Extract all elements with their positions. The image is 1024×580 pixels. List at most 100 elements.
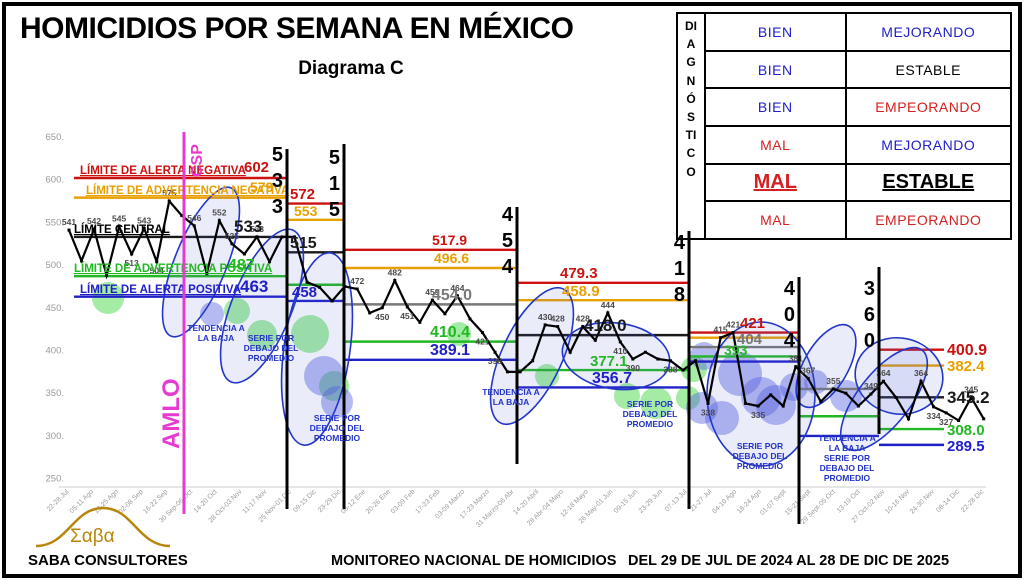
point-label: 415 [713,325,727,335]
boundary-mean-digit: 5 [272,144,283,166]
series-point [819,400,823,404]
x-tick-label: 23-29 Jun [638,488,664,514]
cluster-bubble-blue [741,377,781,417]
limit-value-label: 517.9 [432,232,467,248]
point-label: 364 [914,368,928,378]
page-title: HOMICIDIOS POR SEMANA EN MÉXICO [20,12,574,45]
point-label: 472 [350,276,364,286]
series-point [606,311,610,315]
series-point [67,228,71,232]
cluster-bubble-green [447,322,471,346]
cluster-bubble-green [92,282,124,314]
annotation-line: DEBAJO DEL [820,463,875,473]
limit-name-label: LÍMITE DE ADVERTENCIA POSITIVA [74,262,272,275]
series-point [280,235,284,239]
diagnostic-rows: BIEN MEJORANDO BIEN ESTABLE BIEN EMPEORA… [706,14,1010,239]
point-label: 543 [137,215,151,225]
point-label: 349 [864,381,878,391]
series-point [242,252,246,256]
annotation-line: PROMEDIO [314,433,361,443]
diagnostic-tendencia: MEJORANDO [881,136,976,153]
diagnostic-estado: BIEN [706,51,847,88]
annotation-label: SERIE POR DEBAJO DEL PROMEDIO [244,333,299,363]
annotation-line: SERIE POR [314,413,360,423]
annotation-line: PROMEDIO [824,473,871,483]
series-point [982,417,986,421]
series-point [806,377,810,381]
x-tick-label: 24-30 Nov [909,488,937,516]
y-tick-label: 300. [46,431,65,442]
boundary-mean-digit: 1 [674,258,685,280]
series-point [556,325,560,329]
limit-name-label: LÍMITE DE ADVERTENCIA NEGATIVA [86,184,289,197]
boundary-mean-digit: 4 [674,232,686,254]
limit-value-label: 572 [290,186,315,203]
series-point [969,395,973,399]
chart-canvas: 650. 600. 550. 500. 450. 400. 350. 300. 250. 22-2… [46,132,990,529]
x-tick-label: 08-14 Dic [935,488,961,514]
event-label-text: CSP [189,144,206,177]
diagnostic-tendencia: EMPEORANDO [875,99,982,116]
y-tick-label: 550. [46,217,65,228]
series-point [568,350,572,354]
annotation-line: DEBAJO DEL [623,409,678,419]
series-point [593,338,597,342]
highlight-ellipse [489,286,575,426]
x-tick-label: 22-28 Dic [960,488,986,514]
series-point [506,370,510,374]
series-point [80,259,84,263]
limit-value-label: 533 [234,217,262,236]
point-label: 444 [601,300,615,310]
series-point [756,404,760,408]
event-label: CSP [189,144,206,177]
diagnostic-tendencia: EMPEORANDO [875,212,982,229]
series-point [731,331,735,335]
series-point [92,227,96,231]
limit-value-label: 479.3 [560,265,598,282]
diagnostic-row-highlighted: MAL ESTABLE [706,164,1010,203]
series-point [405,305,409,309]
series-point [393,278,397,282]
x-tick-text: 10-16 Nov [884,488,912,516]
annotation-line: TENDENCIA A [482,387,539,397]
saba-logo: Σαβα [35,506,171,548]
series-point [944,411,948,415]
chart-subtitle: Diagrama C [298,58,404,79]
limit-name-label: LÍMITE CENTRAL [74,223,170,236]
limit-value-label: 382.4 [947,358,985,375]
series-point [781,404,785,408]
diagnostic-row: MAL EMPEORANDO [706,202,1010,239]
cluster-bubble-green [247,320,277,350]
boundary-mean-digit: 0 [864,330,875,352]
limit-value-label: 410.4 [430,324,470,341]
y-tick-label: 250. [46,474,65,485]
series-point [142,226,146,230]
footer-date-range: DEL 29 DE JUL DE 2024 AL 28 DE DIC DE 20… [628,553,950,569]
y-tick-label: 500. [46,260,65,271]
annotation-label: SERIE POR DEBAJO DEL PROMEDIO [623,399,678,429]
diagnostic-tendencia: ESTABLE [882,171,975,194]
series-point [418,320,422,324]
x-tick-text: 07-13 Jul [664,488,689,513]
point-label: 335 [751,410,765,420]
annotation-label: SERIE POR DEBAJO DEL PROMEDIO [733,441,788,471]
annotation-line: DEBAJO DEL [733,451,788,461]
limit-value-label: 579 [250,179,274,195]
series-point [543,323,547,327]
series-point [581,325,585,329]
series-point [618,340,622,344]
point-label: 552 [212,208,226,218]
limit-value-label: 463 [240,277,268,296]
diagnostic-estado: MAL [706,164,847,201]
diagnostic-row: MAL MEJORANDO [706,127,1010,165]
cluster-bubble-green [640,387,672,419]
limit-value-label: 389.1 [430,342,470,359]
y-tick-label: 350. [46,388,65,399]
annotation-line: SERIE POR [737,441,783,451]
series-point [230,242,234,246]
series-point [856,404,860,408]
point-label: 410 [613,346,627,356]
point-label: 428 [576,314,590,324]
series-point [480,331,484,335]
limit-value-label: 602 [244,159,269,176]
